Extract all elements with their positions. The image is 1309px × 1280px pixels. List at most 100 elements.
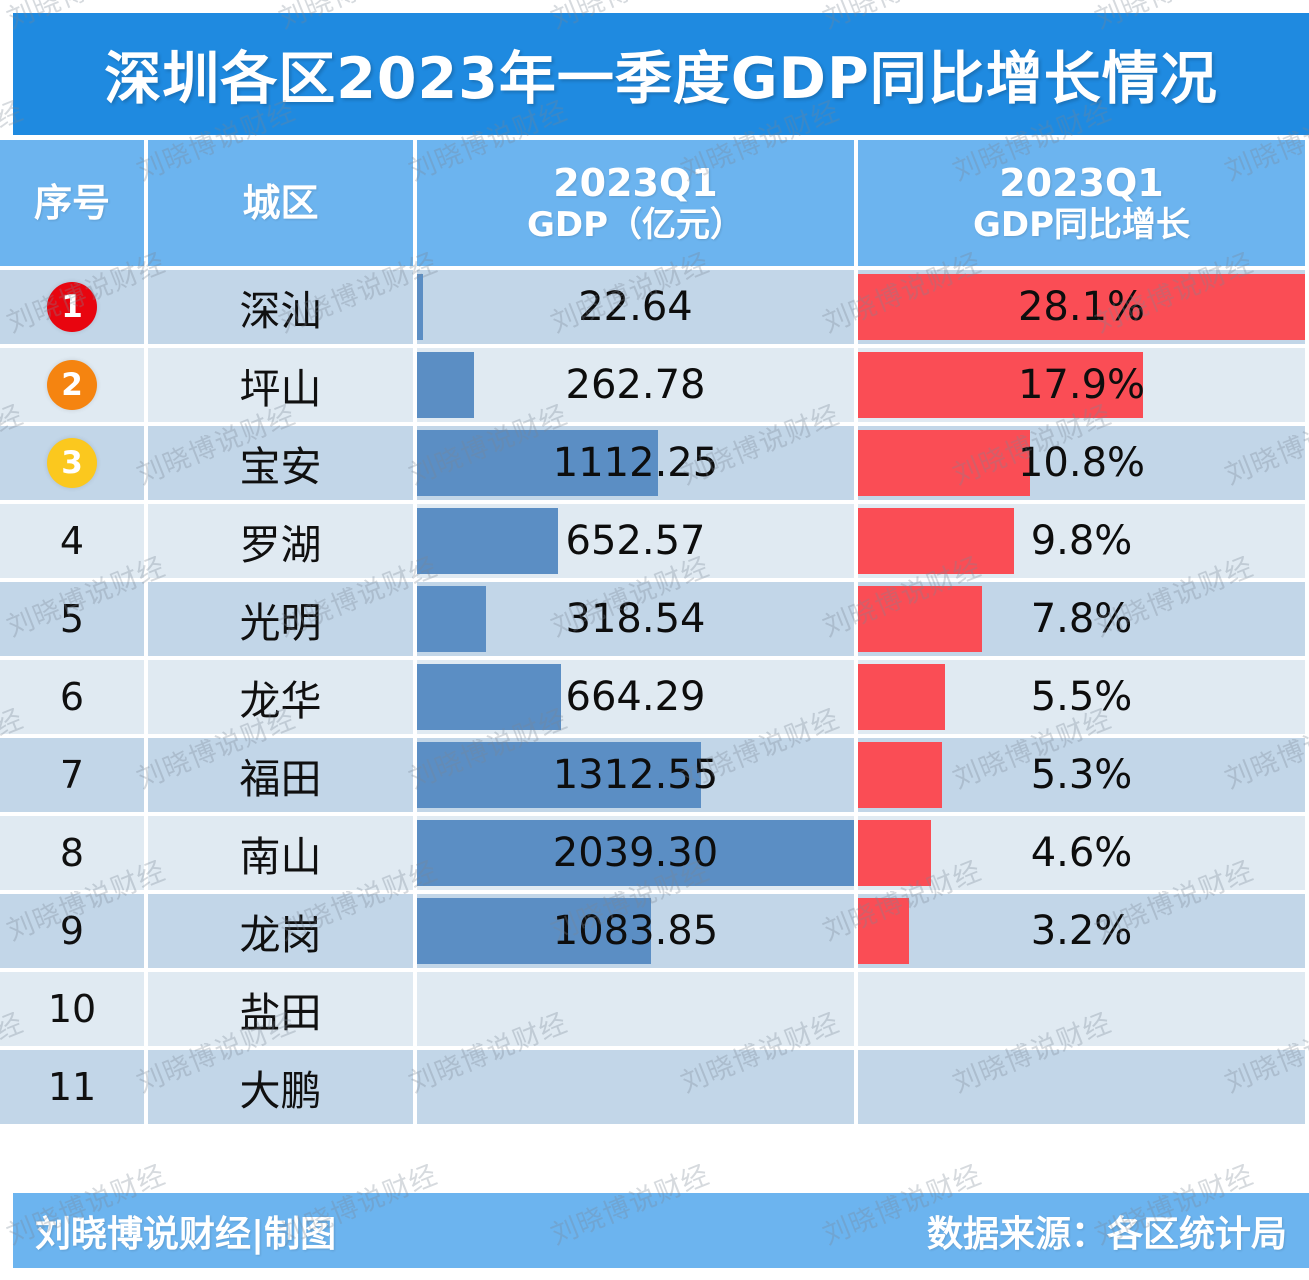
table-row: 11 大鹏: [0, 1050, 1309, 1128]
growth-bar: [858, 664, 946, 730]
gdp-value: 664.29: [565, 674, 706, 720]
growth-bar: [858, 586, 983, 652]
cell-growth: 5.5%: [858, 660, 1305, 734]
cell-growth: 4.6%: [858, 816, 1305, 890]
district-label: 盐田: [239, 989, 322, 1037]
cell-growth: 28.1%: [858, 270, 1305, 344]
gdp-bar: [417, 742, 701, 808]
cell-gdp: 318.54: [417, 582, 858, 656]
cell-district: 龙华: [148, 660, 417, 734]
gdp-value: 2039.30: [552, 830, 719, 876]
header-label-gdp-line2: GDP（亿元）: [526, 205, 745, 246]
gdp-bar: [417, 586, 486, 652]
cell-growth: 3.2%: [858, 894, 1305, 968]
cell-gdp: 1312.55: [417, 738, 858, 812]
growth-value: 5.3%: [1030, 752, 1133, 798]
cell-district: 罗湖: [148, 504, 417, 578]
growth-bar: [858, 820, 932, 886]
district-label: 深汕: [239, 287, 322, 335]
gdp-value: 262.78: [565, 362, 706, 408]
cell-rank: 4: [0, 504, 148, 578]
rank-number: 9: [59, 909, 85, 953]
district-label: 福田: [239, 755, 322, 803]
header-cell-rank: 序号: [0, 140, 148, 266]
rank-badge: 2: [47, 360, 97, 410]
cell-district: 深汕: [148, 270, 417, 344]
growth-value: 5.5%: [1030, 674, 1133, 720]
district-label: 大鹏: [239, 1067, 322, 1115]
cell-district: 福田: [148, 738, 417, 812]
cell-district: 宝安: [148, 426, 417, 500]
growth-bar: [858, 508, 1014, 574]
cell-district: 坪山: [148, 348, 417, 422]
rank-number: 7: [59, 753, 85, 797]
table-row: 8 南山 2039.30 4.6%: [0, 816, 1309, 894]
gdp-table: 序号 城区 2023Q1 GDP（亿元） 2023Q1 GDP同比增长 1 深汕 2…: [0, 140, 1309, 1128]
header-cell-gdp: 2023Q1 GDP（亿元）: [417, 140, 858, 266]
gdp-bar: [417, 508, 559, 574]
gdp-bar: [417, 352, 474, 418]
table-row: 10 盐田: [0, 972, 1309, 1050]
district-label: 罗湖: [239, 521, 322, 569]
cell-gdp: 1112.25: [417, 426, 858, 500]
table-row: 7 福田 1312.55 5.3%: [0, 738, 1309, 816]
district-label: 光明: [239, 599, 322, 647]
growth-bar: [858, 898, 909, 964]
cell-growth: 9.8%: [858, 504, 1305, 578]
footer-source: 数据来源：各区统计局: [926, 1213, 1287, 1255]
rank-number: 6: [59, 675, 85, 719]
gdp-bar: [417, 898, 652, 964]
cell-rank: 10: [0, 972, 148, 1046]
table-body: 1 深汕 22.64 28.1% 2 坪山 262.78 17.9% 3 宝安 1112.25 10.…: [0, 270, 1309, 1128]
page-title: 深圳各区2023年一季度GDP同比增长情况: [104, 46, 1218, 112]
growth-value: 7.8%: [1030, 596, 1133, 642]
growth-bar: [858, 352, 1143, 418]
cell-growth: [858, 972, 1305, 1046]
table-row: 5 光明 318.54 7.8%: [0, 582, 1309, 660]
gdp-value: 1083.85: [552, 908, 719, 954]
table-row: 9 龙岗 1083.85 3.2%: [0, 894, 1309, 972]
header-label-district: 城区: [242, 180, 319, 225]
cell-rank: 9: [0, 894, 148, 968]
cell-rank: 3: [0, 426, 148, 500]
cell-growth: 7.8%: [858, 582, 1305, 656]
growth-value: 9.8%: [1030, 518, 1133, 564]
header-label-growth-line2: GDP同比增长: [972, 205, 1191, 246]
cell-rank: 7: [0, 738, 148, 812]
footer-credit: 刘晓博说财经|制图: [35, 1213, 337, 1255]
header-label-gdp-line1: 2023Q1: [553, 160, 718, 205]
gdp-bar: [417, 274, 423, 340]
district-label: 龙岗: [239, 911, 322, 959]
growth-bar: [858, 742, 943, 808]
footer-bar: 刘晓博说财经|制图 数据来源：各区统计局: [13, 1193, 1309, 1268]
rank-number: 10: [47, 987, 97, 1031]
table-row: 6 龙华 664.29 5.5%: [0, 660, 1309, 738]
cell-district: 龙岗: [148, 894, 417, 968]
cell-gdp: 2039.30: [417, 816, 858, 890]
district-label: 龙华: [239, 677, 322, 725]
growth-value: 17.9%: [1017, 362, 1146, 408]
cell-gdp: 664.29: [417, 660, 858, 734]
cell-district: 大鹏: [148, 1050, 417, 1124]
cell-district: 盐田: [148, 972, 417, 1046]
cell-growth: [858, 1050, 1305, 1124]
cell-gdp: 1083.85: [417, 894, 858, 968]
cell-rank: 6: [0, 660, 148, 734]
cell-district: 南山: [148, 816, 417, 890]
table-row: 3 宝安 1112.25 10.8%: [0, 426, 1309, 504]
district-label: 宝安: [239, 443, 322, 491]
cell-gdp: [417, 972, 858, 1046]
cell-rank: 1: [0, 270, 148, 344]
growth-value: 3.2%: [1030, 908, 1133, 954]
gdp-value: 22.64: [578, 284, 693, 330]
gdp-value: 1312.55: [552, 752, 719, 798]
rank-number: 8: [59, 831, 85, 875]
header-cell-district: 城区: [148, 140, 417, 266]
rank-number: 11: [47, 1065, 97, 1109]
cell-rank: 8: [0, 816, 148, 890]
cell-gdp: 652.57: [417, 504, 858, 578]
rank-badge: 3: [47, 438, 97, 488]
district-label: 南山: [239, 833, 322, 881]
growth-bar: [858, 430, 1030, 496]
